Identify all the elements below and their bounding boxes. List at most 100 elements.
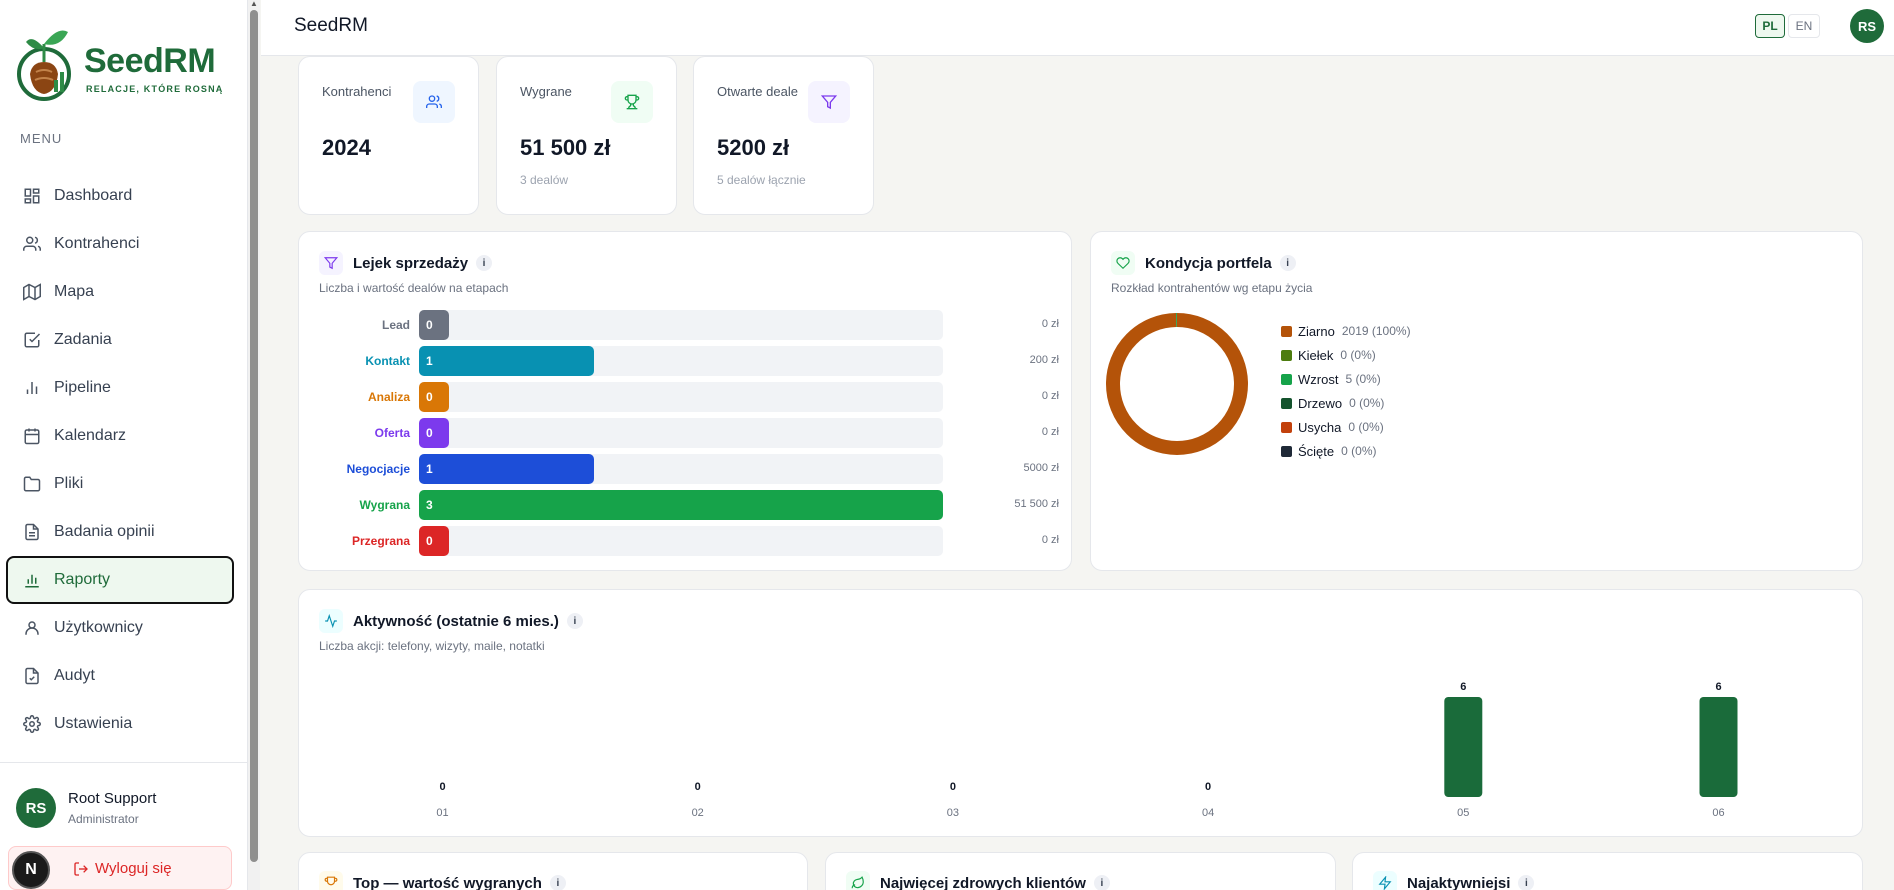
bar-chart-icon xyxy=(22,378,42,398)
sidebar-item-badania-opinii[interactable]: Badania opinii xyxy=(6,508,234,556)
legend-item: Drzewo 0 (0%) xyxy=(1281,391,1411,415)
funnel-track: 0 xyxy=(419,526,943,556)
sidebar-item-mapa[interactable]: Mapa xyxy=(6,268,234,316)
activity-tick-label: 01 xyxy=(436,807,448,819)
sidebar-divider xyxy=(0,762,248,763)
sidebar-item-uzytkownicy[interactable]: Użytkownicy xyxy=(6,604,234,652)
funnel-bar[interactable]: 1 xyxy=(419,346,594,376)
donut-slice[interactable] xyxy=(1106,313,1248,455)
legend-count: 0 (0%) xyxy=(1340,348,1376,362)
funnel-track: 0 xyxy=(419,382,943,412)
trophy-icon xyxy=(319,871,343,890)
stat-value: 2024 xyxy=(322,135,371,160)
scroll-thumb[interactable] xyxy=(250,10,258,862)
stat-card-wygrane: Wygrane 51 500 zł 3 dealów xyxy=(496,56,677,215)
legend-label: Ścięte xyxy=(1298,443,1335,459)
sidebar-item-kontrahenci[interactable]: Kontrahenci xyxy=(6,220,234,268)
logo-tagline: RELACJE, KTÓRE ROSNĄ xyxy=(86,84,224,94)
legend-label: Wzrost xyxy=(1298,371,1339,387)
funnel-bar[interactable]: 3 xyxy=(419,490,943,520)
sidebar-item-label: Pipeline xyxy=(54,379,111,396)
language-pl-button[interactable]: PL xyxy=(1755,14,1785,38)
gear-icon xyxy=(22,714,42,734)
sidebar-item-dashboard[interactable]: Dashboard xyxy=(6,172,234,220)
funnel-amount: 5000 zł xyxy=(1023,462,1059,474)
legend-swatch xyxy=(1281,445,1292,457)
sidebar-item-label: Mapa xyxy=(54,283,95,300)
funnel-bar[interactable]: 0 xyxy=(419,310,449,340)
funnel-stage-label: Kontakt xyxy=(365,354,410,368)
logo[interactable]: SeedRM RELACJE, KTÓRE ROSNĄ xyxy=(14,22,224,102)
sidebar-item-kalendarz[interactable]: Kalendarz xyxy=(6,412,234,460)
sidebar-item-zadania[interactable]: Zadania xyxy=(6,316,234,364)
sidebar: SeedRM RELACJE, KTÓRE ROSNĄ MENU Dashboa… xyxy=(0,0,248,890)
activity-value-label: 0 xyxy=(695,781,701,793)
funnel-track: 0 xyxy=(419,310,943,340)
avatar[interactable]: RS xyxy=(1850,9,1884,43)
sidebar-item-label: Pliki xyxy=(54,475,84,492)
scroll-up-icon[interactable]: ▲ xyxy=(250,0,258,8)
stat-card-kontrahenci: Kontrahenci 2024 xyxy=(298,56,479,215)
sidebar-item-label: Audyt xyxy=(54,667,95,684)
file-check-icon xyxy=(22,666,42,686)
funnel-row: Oferta 0 0 zł xyxy=(319,418,1059,448)
info-icon[interactable]: i xyxy=(1518,875,1535,890)
portfolio-title: Kondycja portfela xyxy=(1145,254,1272,272)
legend-item: Kiełek 0 (0%) xyxy=(1281,343,1411,367)
stat-sub: 3 dealów xyxy=(520,173,569,187)
info-icon[interactable]: i xyxy=(1093,875,1110,890)
info-icon[interactable]: i xyxy=(566,613,583,629)
funnel-row: Lead 0 0 zł xyxy=(319,310,1059,340)
donut-slice[interactable] xyxy=(1106,313,1248,455)
activity-tick-label: 03 xyxy=(947,807,959,819)
users-icon xyxy=(413,81,455,123)
filter-icon xyxy=(808,81,850,123)
folder-icon xyxy=(22,474,42,494)
funnel-row: Analiza 0 0 zł xyxy=(319,382,1059,412)
n-badge[interactable]: N xyxy=(12,851,50,889)
logout-button[interactable]: Wyloguj się xyxy=(8,846,232,890)
menu-label: MENU xyxy=(20,131,63,146)
funnel-header: Lejek sprzedaży i xyxy=(319,251,493,275)
legend-label: Kiełek xyxy=(1298,347,1334,363)
funnel-bar[interactable]: 1 xyxy=(419,454,594,484)
sidebar-scrollbar[interactable]: ▲ xyxy=(248,0,260,890)
sidebar-item-label: Kalendarz xyxy=(54,427,127,444)
user-role: Administrator xyxy=(68,812,139,826)
sidebar-item-label: Badania opinii xyxy=(54,523,155,540)
heart-icon xyxy=(1111,251,1135,275)
legend-swatch xyxy=(1281,373,1292,385)
sidebar-item-raporty[interactable]: Raporty xyxy=(6,556,234,604)
funnel-title: Lejek sprzedaży xyxy=(353,254,469,272)
sidebar-item-ustawienia[interactable]: Ustawienia xyxy=(6,700,234,748)
map-icon xyxy=(22,282,42,302)
info-icon[interactable]: i xyxy=(549,875,566,890)
most-active-panel: Najaktywniejsi i xyxy=(1352,852,1863,890)
sidebar-item-pliki[interactable]: Pliki xyxy=(6,460,234,508)
funnel-stage-label: Lead xyxy=(381,318,410,332)
sidebar-item-audyt[interactable]: Audyt xyxy=(6,652,234,700)
funnel-panel: Lejek sprzedaży i Liczba i wartość dealó… xyxy=(298,231,1072,571)
info-icon[interactable]: i xyxy=(476,255,493,271)
sidebar-nav: Dashboard Kontrahenci Mapa Zadania Pipel… xyxy=(6,172,234,748)
healthy-clients-title: Najwięcej zdrowych klientów xyxy=(880,874,1086,890)
most-active-title: Najaktywniejsi xyxy=(1407,874,1511,890)
topbar: SeedRM PL EN RS xyxy=(261,0,1894,56)
activity-bar[interactable] xyxy=(1699,697,1738,797)
sidebar-item-pipeline[interactable]: Pipeline xyxy=(6,364,234,412)
activity-icon xyxy=(319,609,343,633)
user-profile[interactable]: RS Root Support Administrator xyxy=(16,788,236,828)
activity-bar[interactable] xyxy=(1444,697,1483,797)
legend-count: 0 (0%) xyxy=(1348,420,1384,434)
funnel-bar[interactable]: 0 xyxy=(419,382,449,412)
funnel-track: 1 xyxy=(419,346,943,376)
language-en-button[interactable]: EN xyxy=(1788,14,1820,38)
funnel-bar[interactable]: 0 xyxy=(419,418,449,448)
healthy-clients-header: Najwięcej zdrowych klientów i xyxy=(846,871,1110,890)
legend-item: Wzrost 5 (0%) xyxy=(1281,367,1411,391)
legend-label: Usycha xyxy=(1298,419,1342,435)
activity-tick-label: 05 xyxy=(1457,807,1469,819)
portfolio-donut-chart xyxy=(1106,313,1248,455)
info-icon[interactable]: i xyxy=(1279,255,1296,271)
funnel-bar[interactable]: 0 xyxy=(419,526,449,556)
